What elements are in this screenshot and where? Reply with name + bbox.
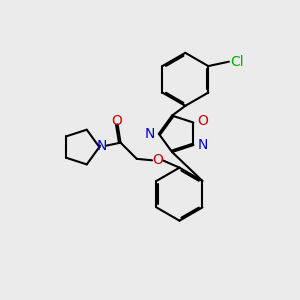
Text: Cl: Cl bbox=[230, 55, 244, 69]
Text: N: N bbox=[145, 127, 155, 141]
Text: O: O bbox=[152, 153, 163, 167]
Text: N: N bbox=[197, 138, 208, 152]
Text: O: O bbox=[112, 114, 122, 128]
Text: O: O bbox=[197, 114, 208, 128]
Text: N: N bbox=[97, 139, 107, 153]
